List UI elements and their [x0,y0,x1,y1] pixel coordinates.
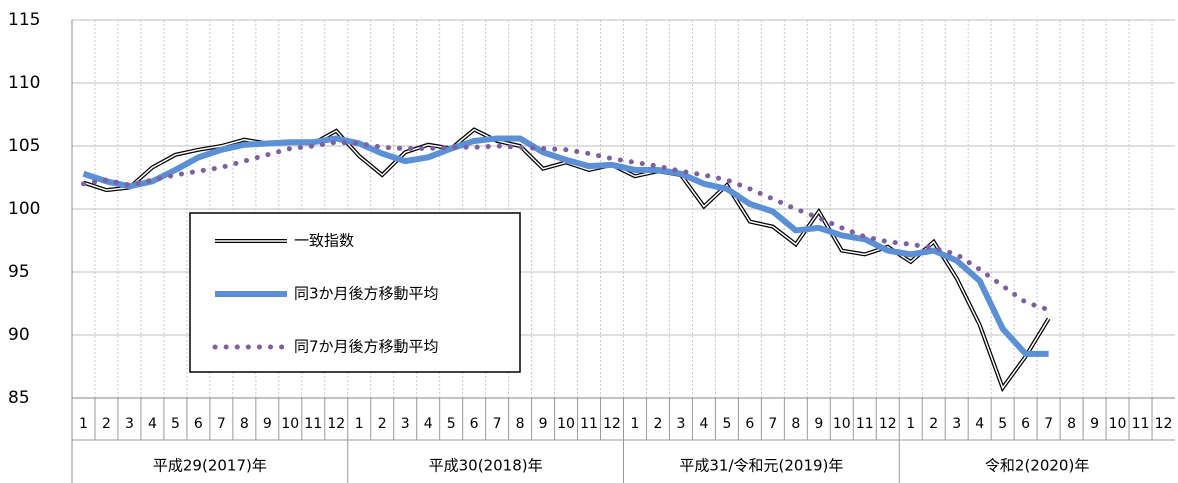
x-tick-label: 5 [722,416,731,432]
x-tick-label: 5 [998,416,1007,432]
x-tick-label: 4 [975,416,984,432]
y-tick-label: 90 [8,325,30,345]
x-tick-label: 2 [102,416,111,432]
x-tick-label: 9 [263,416,272,432]
x-tick-label: 6 [470,416,479,432]
x-tick-label: 8 [791,416,800,432]
y-tick-label: 100 [8,199,40,219]
x-tick-label: 12 [327,416,345,432]
group-label: 令和2(2020)年 [985,457,1089,475]
group-label: 平成29(2017)年 [153,457,267,475]
y-tick-label: 85 [8,388,30,408]
x-tick-label: 2 [654,416,663,432]
x-tick-label: 4 [699,416,708,432]
x-tick-label: 8 [1067,416,1076,432]
x-tick-label: 10 [557,416,575,432]
x-tick-label: 7 [493,416,502,432]
x-tick-label: 3 [676,416,685,432]
x-tick-label: 8 [516,416,525,432]
legend-label: 同3か月後方移動平均 [294,285,439,303]
x-tick-label: 12 [603,416,621,432]
x-tick-label: 12 [879,416,897,432]
x-tick-label: 2 [929,416,938,432]
x-tick-label: 5 [171,416,180,432]
x-tick-label: 11 [304,416,322,432]
x-tick-label: 3 [125,416,134,432]
x-tick-label: 9 [539,416,548,432]
x-tick-label: 11 [856,416,874,432]
x-tick-label: 11 [1132,416,1150,432]
x-tick-label: 7 [217,416,226,432]
y-tick-label: 105 [8,136,40,156]
x-tick-label: 1 [631,416,640,432]
x-tick-label: 7 [768,416,777,432]
y-tick-label: 95 [8,262,30,282]
x-tick-label: 6 [1021,416,1030,432]
x-tick-label: 1 [355,416,364,432]
group-label: 平成30(2018)年 [429,457,543,475]
x-tick-label: 1 [79,416,88,432]
x-tick-label: 6 [745,416,754,432]
x-tick-label: 10 [1109,416,1127,432]
x-tick-label: 2 [378,416,387,432]
group-label: 平成31/令和元(2019)年 [679,457,843,475]
x-tick-label: 4 [148,416,157,432]
x-tick-label: 9 [814,416,823,432]
x-tick-label: 6 [194,416,203,432]
x-tick-label: 3 [952,416,961,432]
x-tick-label: 10 [281,416,299,432]
x-tick-label: 4 [424,416,433,432]
y-tick-label: 110 [8,73,40,93]
x-tick-label: 1 [906,416,915,432]
y-tick-label: 115 [8,10,40,30]
x-tick-label: 10 [833,416,851,432]
legend-label: 一致指数 [294,232,354,250]
x-tick-label: 11 [580,416,598,432]
series-line [80,139,1052,313]
x-tick-label: 5 [447,416,456,432]
legend-label: 同7か月後方移動平均 [294,338,439,356]
x-tick-label: 7 [1044,416,1053,432]
series-line [82,135,1049,357]
x-tick-label: 8 [240,416,249,432]
x-tick-label: 3 [401,416,410,432]
x-tick-label: 12 [1155,416,1173,432]
x-tick-label: 9 [1090,416,1099,432]
